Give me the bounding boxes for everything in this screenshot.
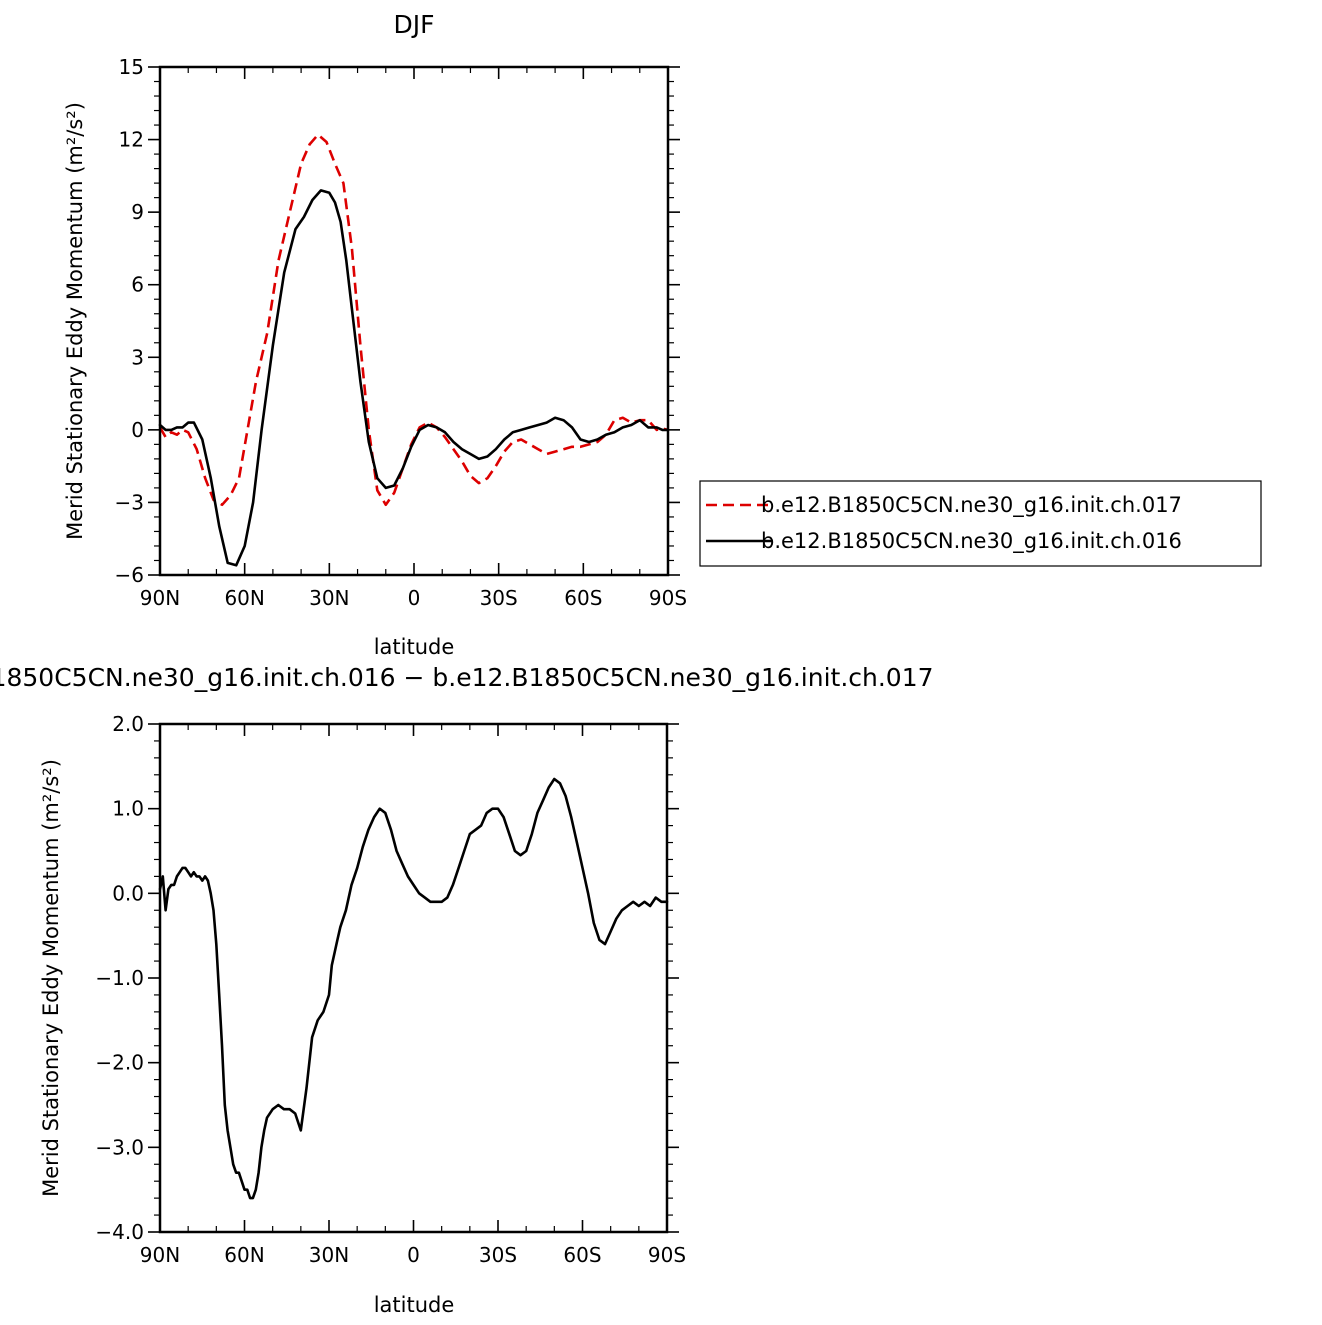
bottom-series-lines xyxy=(158,777,669,1200)
bottom-y-tick-label: 0.0 xyxy=(112,881,144,905)
bottom-x-tick-label: 90S xyxy=(648,1243,686,1267)
legend-label-016: b.e12.B1850C5CN.ne30_g16.init.ch.016 xyxy=(761,529,1182,554)
top-y-tick-label: −3 xyxy=(115,490,144,514)
top-y-tick-label: 3 xyxy=(131,345,144,369)
top-plot-frame xyxy=(158,65,670,577)
legend-label-017: b.e12.B1850C5CN.ne30_g16.init.ch.017 xyxy=(761,493,1182,518)
top-x-tick-label: 90S xyxy=(649,586,687,610)
top-x-tick-label: 60N xyxy=(224,586,264,610)
top-axis-ticks: 90N 60N 30N 0 30S 60S 90S −6 −3 0 3 6 9 12 15 xyxy=(115,55,688,610)
bottom-panel: b.e12.B1850C5CN.ne30_g16.init.ch.016 − b… xyxy=(0,663,934,1317)
top-panel: DJF 90N 60N 30N 0 30S 60S 90S −6 −3 0 3 6 9 12 15 lati… xyxy=(63,10,687,659)
bottom-y-tick-label: −4.0 xyxy=(95,1220,144,1244)
top-x-tick-label: 60S xyxy=(564,586,602,610)
bottom-x-tick-label: 60S xyxy=(563,1243,601,1267)
top-y-tick-label: 6 xyxy=(131,273,144,297)
bottom-x-tick-label: 30N xyxy=(309,1243,349,1267)
bottom-x-tick-label: 90N xyxy=(140,1243,180,1267)
top-x-tick-label: 0 xyxy=(408,586,421,610)
bottom-y-tick-label: 2.0 xyxy=(112,712,144,736)
bottom-y-tick-label: −1.0 xyxy=(95,966,144,990)
top-x-tick-label: 90N xyxy=(140,586,180,610)
top-y-tick-label: 9 xyxy=(131,200,144,224)
bottom-chart-title: b.e12.B1850C5CN.ne30_g16.init.ch.016 − b… xyxy=(0,663,934,692)
bottom-x-tick-label: 60N xyxy=(224,1243,264,1267)
bottom-series-line-0 xyxy=(158,777,669,1200)
bottom-x-axis-label: latitude xyxy=(374,1293,455,1317)
top-y-tick-label: 0 xyxy=(131,418,144,442)
top-series-line-1 xyxy=(158,189,670,567)
top-series-line-0 xyxy=(158,133,669,507)
bottom-y-tick-label: −2.0 xyxy=(95,1051,144,1075)
top-x-tick-label: 30S xyxy=(480,586,518,610)
top-y-tick-label: −6 xyxy=(115,563,144,587)
top-x-axis-label: latitude xyxy=(374,635,455,659)
legend: b.e12.B1850C5CN.ne30_g16.init.ch.017 b.e… xyxy=(699,480,1262,567)
bottom-plot-frame xyxy=(158,722,669,1234)
bottom-y-tick-label: 1.0 xyxy=(112,797,144,821)
top-y-tick-label: 15 xyxy=(119,55,144,79)
top-series-lines xyxy=(158,133,670,567)
top-chart-title: DJF xyxy=(393,10,434,39)
legend-box xyxy=(699,480,1262,567)
top-y-tick-label: 12 xyxy=(119,128,144,152)
top-y-axis-label: Merid Stationary Eddy Momentum (m²/s²) xyxy=(63,102,87,540)
top-x-tick-label: 30N xyxy=(309,586,349,610)
bottom-x-tick-label: 0 xyxy=(407,1243,420,1267)
bottom-y-axis-label: Merid Stationary Eddy Momentum (m²/s²) xyxy=(39,759,63,1197)
bottom-axis-ticks: 90N 60N 30N 0 30S 60S 90S −4.0 −3.0 −2.0 −1.0 0.0 1.… xyxy=(95,712,686,1267)
bottom-y-tick-label: −3.0 xyxy=(95,1135,144,1159)
bottom-x-tick-label: 30S xyxy=(479,1243,517,1267)
